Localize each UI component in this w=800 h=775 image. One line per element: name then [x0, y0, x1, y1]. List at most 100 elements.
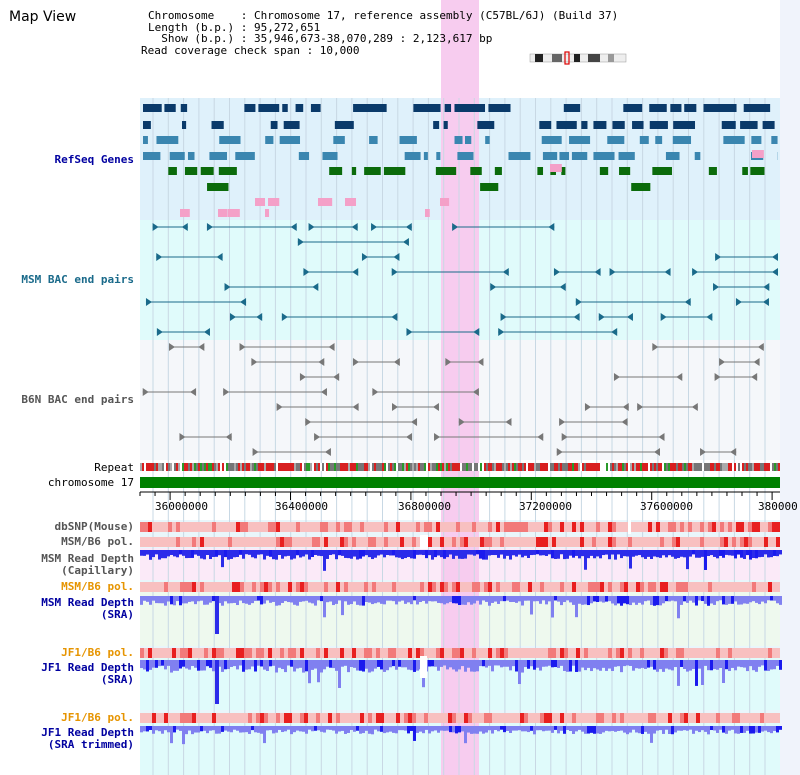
gene-feature	[334, 121, 354, 129]
gene-feature	[181, 121, 187, 129]
b6n-bac-pair-end	[324, 448, 331, 456]
track-label-jf1-b6-pol-2[interactable]: JF1/B6 pol.	[61, 711, 134, 724]
gene-feature	[623, 104, 643, 112]
b6n-bac-pair-end	[352, 358, 359, 366]
msm-bac-pair-end	[290, 223, 297, 231]
msm-bac-pair-end	[391, 313, 398, 321]
page-title: Map View	[9, 9, 77, 25]
b6n-bac-pair-end	[239, 343, 246, 351]
track-label-msm-bac[interactable]: MSM BAC end pairs	[21, 273, 134, 286]
info-show: Show (b.p.) : 35,946,673-38,070,289 : 2,…	[148, 32, 493, 45]
gene-feature	[740, 121, 758, 129]
depth-spike	[215, 596, 219, 634]
b6n-bac-pair-end	[714, 373, 721, 381]
repeat-track[interactable]	[140, 463, 780, 471]
gene-feature	[436, 152, 441, 160]
gene-feature	[508, 152, 531, 160]
gene-feature	[457, 152, 474, 160]
gene-feature	[665, 152, 680, 160]
gene-feature	[200, 167, 214, 175]
msm-bac-pair-end	[229, 313, 236, 321]
gene-feature	[184, 167, 198, 175]
info-coverage-span: Read coverage check span : 10,000	[141, 43, 360, 57]
track-label-msm-depth-sra[interactable]: MSM Read Depth	[41, 596, 134, 609]
b6n-bac-pair-end	[352, 403, 359, 411]
gene-feature-pink	[550, 164, 562, 172]
track-label-jf1-b6-pol[interactable]: JF1/B6 pol.	[61, 646, 134, 659]
msm-bac-pair-end	[393, 253, 400, 261]
gene-feature	[211, 121, 224, 129]
gene-feature	[537, 167, 544, 175]
b6n-bac-pair-end	[392, 403, 399, 411]
gene-feature	[364, 167, 381, 175]
msm-bac-pair-end	[156, 253, 163, 261]
msm-bac-pair-end	[402, 238, 409, 246]
gene-feature	[322, 152, 338, 160]
msm-bac-pair-end	[500, 313, 507, 321]
b6n-bac-pair-end	[333, 373, 340, 381]
b6n-bac-pair-end	[168, 343, 175, 351]
gene-feature	[655, 136, 663, 144]
gene-feature	[279, 136, 301, 144]
gene-feature	[258, 104, 280, 112]
track-label-msm-b6-pol[interactable]: MSM/B6 pol.	[61, 535, 134, 548]
gene-feature	[708, 167, 717, 175]
b6n-bac-pair-end	[432, 403, 439, 411]
msm-bac-pair-end	[573, 313, 580, 321]
b6n-bac-pair-end	[223, 388, 230, 396]
track-label-msm-b6-pol-sra[interactable]: MSM/B6 pol.	[61, 580, 134, 593]
b6n-bac-pair-end	[276, 403, 283, 411]
gene-feature	[571, 152, 588, 160]
gene-feature-pink	[265, 209, 270, 217]
chromosome-ideogram[interactable]	[529, 51, 627, 65]
track-label-msm-depth-capillary[interactable]: MSM Read Depth	[41, 552, 134, 565]
b6n-bac-pair-end	[658, 433, 665, 441]
msm-bac-end-pairs[interactable]	[145, 223, 778, 336]
gene-feature-pink	[425, 209, 430, 217]
msm-bac-pair-end	[715, 253, 722, 261]
polymorphism-tracks[interactable]	[140, 520, 780, 723]
selection-highlight[interactable]	[441, 0, 479, 775]
msm-bac-pair-end	[308, 223, 315, 231]
msm-bac-pair-end	[772, 253, 778, 261]
b6n-bac-pair-end	[654, 448, 661, 456]
b6n-bac-pair-end	[691, 403, 698, 411]
track-label-jf1-depth-sra[interactable]: JF1 Read Depth	[41, 661, 134, 674]
gene-feature-pink	[440, 198, 450, 206]
track-label-refseq[interactable]: RefSeq Genes	[54, 153, 134, 166]
msm-bac-pair-end	[405, 223, 412, 231]
region-info: Chromosome : Chromosome 17, reference as…	[141, 10, 618, 56]
tick-label: 36000000	[155, 500, 208, 513]
msm-bac-pair-end	[203, 328, 210, 336]
read-depth-tracks[interactable]	[140, 550, 782, 745]
gene-feature	[143, 152, 161, 160]
gene-feature	[673, 121, 696, 129]
gene-feature-pink	[180, 209, 190, 217]
gene-feature	[581, 121, 588, 129]
gene-feature	[477, 121, 495, 129]
b6n-bac-pair-end	[537, 433, 544, 441]
gene-feature	[470, 167, 482, 175]
gene-feature	[329, 167, 343, 175]
refseq-gene-features[interactable]	[143, 104, 778, 217]
track-label-dbsnp[interactable]: dbSNP(Mouse)	[54, 520, 134, 533]
gene-feature	[353, 104, 387, 112]
gene-feature	[639, 136, 649, 144]
track-label-jf1-depth-trim[interactable]: JF1 Read Depth	[41, 726, 134, 739]
msm-bac-pair-end	[156, 328, 163, 336]
b6n-bac-pair-end	[613, 373, 620, 381]
b6n-bac-pair-end	[314, 433, 321, 441]
gene-feature	[209, 152, 227, 160]
info-length: Length (b.p.) : 95,272,651	[148, 20, 321, 34]
gene-feature	[454, 136, 463, 144]
msm-bac-pair-end	[224, 283, 231, 291]
gene-feature	[283, 121, 300, 129]
track-label-b6n-bac[interactable]: B6N BAC end pairs	[21, 393, 134, 406]
b6n-bac-end-pairs[interactable]	[142, 343, 764, 456]
chromosome-bar[interactable]	[140, 477, 780, 488]
gene-feature	[751, 136, 762, 144]
gene-feature	[556, 121, 577, 129]
b6n-bac-pair-end	[505, 418, 512, 426]
gene-feature	[454, 104, 486, 112]
